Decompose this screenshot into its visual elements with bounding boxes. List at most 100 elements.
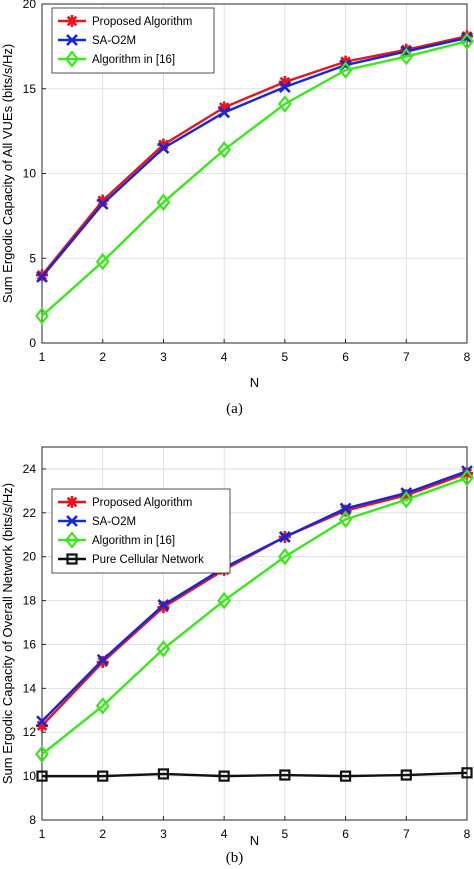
x-tick-label: 7 bbox=[403, 827, 410, 841]
data-point bbox=[97, 770, 109, 782]
x-tick-label: 3 bbox=[160, 827, 167, 841]
y-tick-label: 16 bbox=[23, 637, 37, 651]
x-tick-label: 1 bbox=[39, 827, 46, 841]
legend-marker bbox=[66, 515, 78, 527]
legend-marker bbox=[66, 496, 78, 508]
data-point bbox=[157, 142, 170, 154]
x-tick-label: 1 bbox=[39, 350, 46, 364]
chart-caption: (a) bbox=[226, 401, 243, 417]
data-point bbox=[36, 715, 48, 728]
data-point bbox=[156, 193, 171, 212]
x-axis-label: N bbox=[250, 375, 259, 390]
x-tick-label: 7 bbox=[403, 350, 410, 364]
data-point bbox=[338, 61, 353, 79]
x-tick-label: 4 bbox=[221, 350, 228, 364]
y-tick-label: 10 bbox=[23, 769, 37, 783]
y-tick-label: 12 bbox=[23, 725, 37, 739]
y-tick-label: 8 bbox=[29, 813, 36, 827]
data-point bbox=[400, 489, 413, 502]
chart-caption: (b) bbox=[226, 850, 244, 866]
data-point bbox=[36, 719, 48, 732]
data-point bbox=[36, 770, 48, 782]
data-point bbox=[157, 138, 170, 151]
legend-marker bbox=[66, 553, 78, 565]
data-point bbox=[96, 194, 109, 207]
legend-label: SA-O2M bbox=[92, 516, 136, 528]
data-point bbox=[461, 767, 473, 779]
data-point bbox=[157, 599, 170, 611]
y-tick-label: 0 bbox=[29, 336, 36, 350]
x-tick-label: 6 bbox=[342, 350, 349, 364]
y-tick-label: 10 bbox=[23, 167, 37, 181]
x-tick-label: 8 bbox=[464, 827, 471, 841]
data-point bbox=[96, 656, 109, 669]
legend-marker bbox=[65, 531, 79, 549]
data-point bbox=[35, 745, 49, 763]
data-point bbox=[157, 601, 170, 614]
data-point bbox=[460, 32, 474, 51]
data-point bbox=[218, 770, 230, 782]
y-tick-label: 20 bbox=[23, 550, 37, 564]
legend-label: Algorithm in [16] bbox=[92, 54, 175, 66]
y-axis-label: Sum Ergodic Capacity of Overall Network … bbox=[0, 483, 15, 784]
data-point bbox=[218, 106, 231, 119]
series-algorithm-in-16 bbox=[35, 468, 474, 763]
series-line bbox=[41, 476, 468, 756]
series-line bbox=[41, 36, 468, 278]
data-point bbox=[217, 140, 232, 159]
data-point bbox=[339, 770, 352, 782]
legend-label: Pure Cellular Network bbox=[92, 554, 204, 566]
axes-box bbox=[41, 446, 468, 821]
y-tick-label: 15 bbox=[23, 82, 37, 96]
data-point bbox=[339, 502, 352, 515]
data-point bbox=[156, 640, 171, 658]
data-point bbox=[399, 490, 414, 509]
y-tick-label: 5 bbox=[29, 251, 36, 265]
legend-label: SA-O2M bbox=[92, 35, 136, 47]
data-point bbox=[338, 510, 353, 529]
legend: Proposed Algorithm SA-O2M Algorithm in [16… bbox=[51, 488, 231, 574]
data-point bbox=[399, 47, 414, 66]
data-point bbox=[96, 653, 109, 666]
data-point bbox=[277, 95, 292, 113]
data-point bbox=[278, 531, 291, 543]
legend-label: Proposed Algorithm bbox=[92, 16, 192, 28]
y-tick-label: 14 bbox=[23, 681, 37, 695]
y-tick-label: 24 bbox=[23, 462, 37, 476]
x-tick-label: 4 bbox=[221, 827, 228, 841]
y-tick-label: 22 bbox=[23, 506, 37, 520]
x-tick-label: 5 bbox=[282, 827, 289, 841]
data-point bbox=[279, 769, 291, 781]
data-point bbox=[278, 81, 291, 93]
legend-label: Algorithm in [16] bbox=[92, 535, 175, 547]
x-axis-label: N bbox=[250, 833, 259, 848]
x-tick-label: 6 bbox=[342, 827, 349, 841]
legend-label: Proposed Algorithm bbox=[92, 497, 192, 509]
data-point bbox=[36, 270, 48, 283]
data-point bbox=[278, 75, 291, 88]
series-line bbox=[41, 40, 468, 317]
data-point bbox=[218, 101, 231, 114]
x-tick-label: 2 bbox=[99, 827, 106, 841]
data-point bbox=[35, 307, 49, 325]
legend-marker bbox=[66, 15, 78, 27]
data-point bbox=[277, 547, 292, 566]
y-tick-label: 20 bbox=[23, 0, 37, 11]
legend-marker bbox=[65, 50, 79, 68]
series-line bbox=[42, 771, 468, 778]
data-point bbox=[95, 697, 110, 715]
series-line bbox=[41, 35, 468, 276]
data-point bbox=[96, 198, 109, 210]
x-tick-label: 8 bbox=[464, 350, 471, 364]
data-point bbox=[461, 467, 473, 480]
data-point bbox=[157, 768, 170, 780]
x-tick-label: 3 bbox=[160, 350, 167, 364]
legend: Proposed Algorithm SA-O2M Algorithm in [16… bbox=[51, 7, 215, 74]
chart-a: 1 2 3 4 5 6 7 8 0 5 10 15 20 N Sum Ergodic Capacity of… bbox=[0, 0, 474, 417]
y-tick-label: 18 bbox=[23, 594, 37, 608]
series-line bbox=[41, 470, 468, 723]
data-point bbox=[95, 252, 110, 271]
data-point bbox=[460, 468, 474, 487]
